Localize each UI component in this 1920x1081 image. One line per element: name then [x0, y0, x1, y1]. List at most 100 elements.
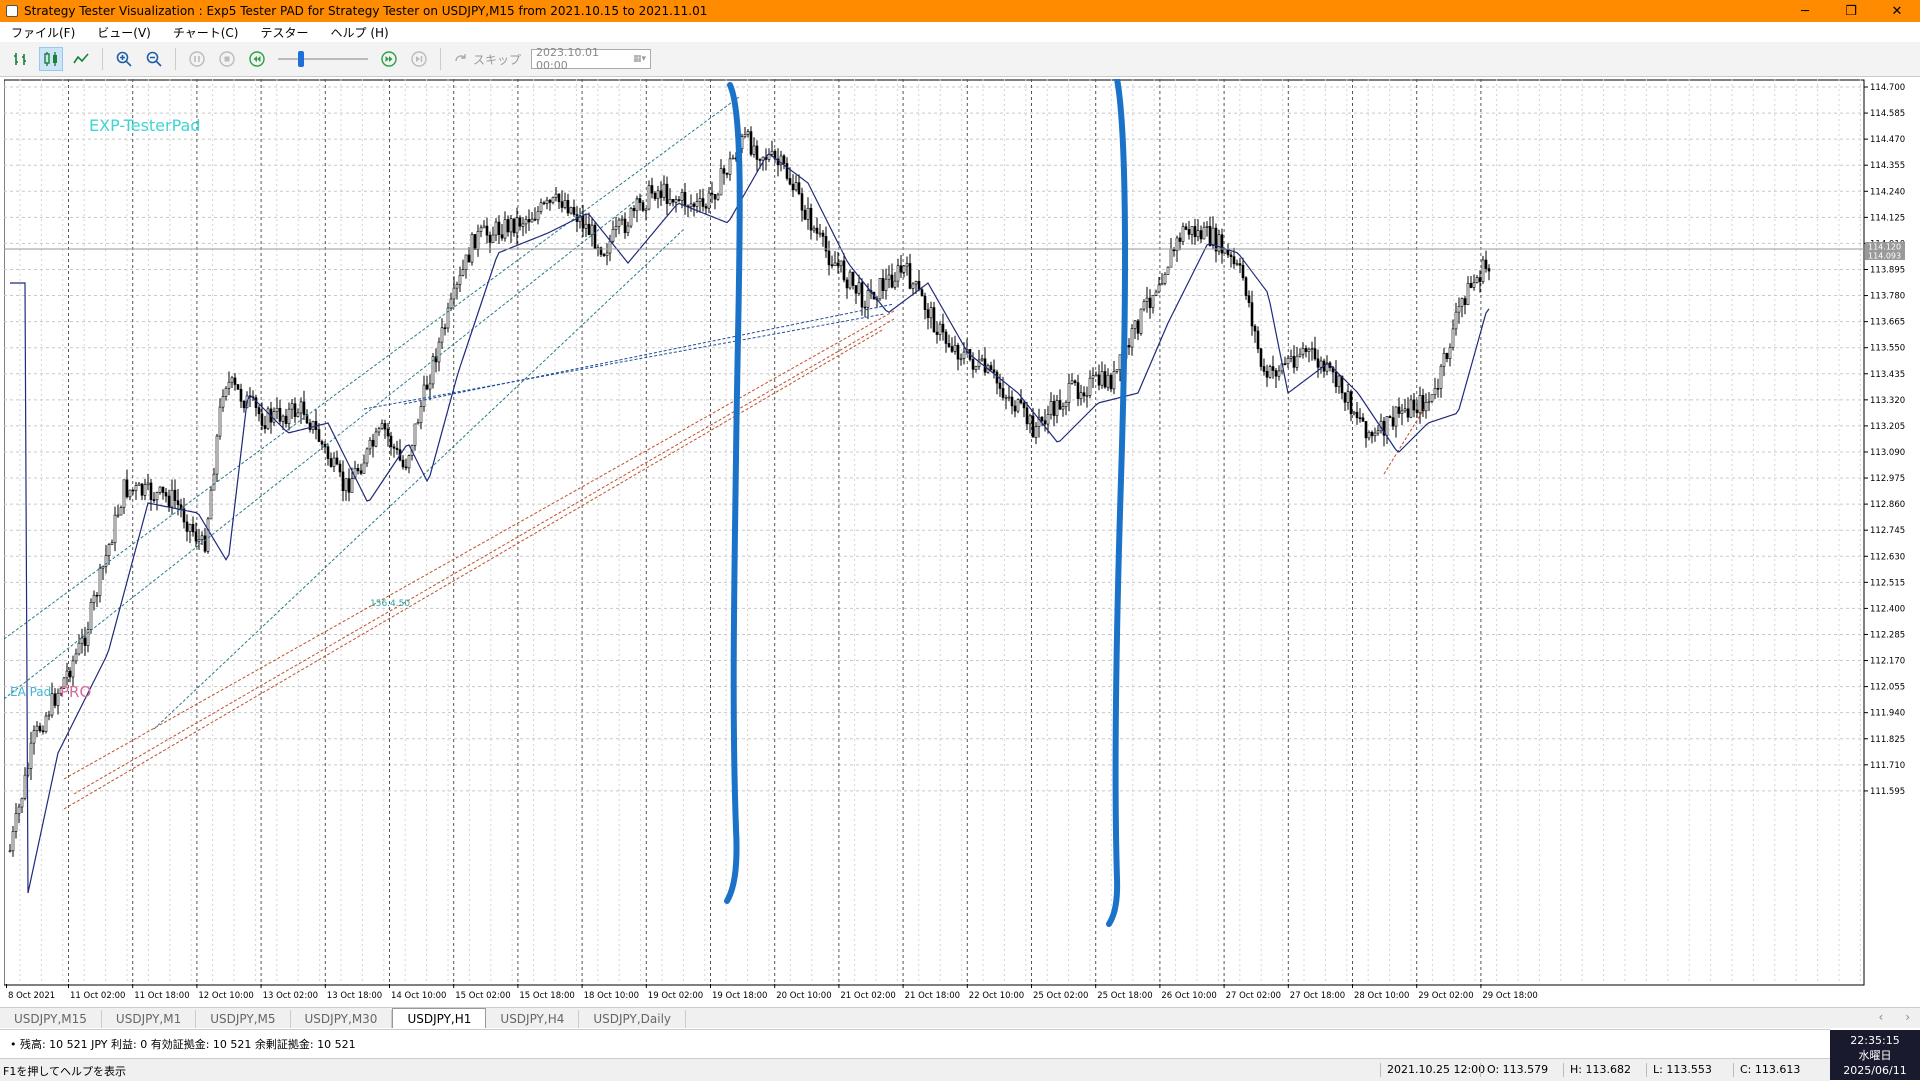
price-tag-low — [1865, 251, 1905, 260]
candle-body — [1475, 277, 1479, 283]
candle-body — [230, 377, 234, 383]
tab-usdjpy-h1[interactable]: USDJPY,H1 — [392, 1008, 487, 1028]
candle-body — [221, 396, 225, 408]
candle-body — [260, 413, 264, 426]
tab-usdjpy-m30[interactable]: USDJPY,M30 — [291, 1010, 393, 1028]
candle-body — [1022, 402, 1026, 409]
menu-view[interactable]: ビュー(V) — [97, 25, 151, 40]
candle-body — [1289, 356, 1293, 359]
tab-scroll-left-icon[interactable]: ‹ — [1878, 1010, 1884, 1024]
candle-body — [584, 223, 588, 229]
candle-body — [494, 221, 498, 236]
candle-body — [1070, 380, 1074, 384]
candle-body — [1400, 410, 1404, 414]
candle-body — [1187, 229, 1191, 235]
fast-forward-icon[interactable] — [377, 47, 401, 71]
candle-body — [704, 206, 708, 209]
candle-body — [1265, 371, 1269, 378]
candle-body — [551, 197, 555, 203]
time-tick-label: 15 Oct 18:00 — [519, 991, 574, 1001]
candle-body — [14, 813, 18, 832]
maximize-button[interactable]: ❐ — [1845, 3, 1857, 19]
candle-body — [1184, 226, 1188, 230]
candle-body — [599, 247, 603, 255]
line-chart-icon[interactable] — [69, 47, 93, 71]
candle-body — [1250, 302, 1254, 327]
price-tick-label: 113.435 — [1870, 370, 1905, 380]
skip-date-value: 2023.10.01 00:00 — [536, 46, 599, 72]
candle-body — [1466, 283, 1470, 305]
candle-body — [572, 207, 576, 215]
candle-body — [923, 295, 927, 310]
time-tick-label: 19 Oct 18:00 — [712, 991, 767, 1001]
candle-body — [224, 387, 228, 397]
candle-body — [1142, 300, 1146, 310]
candle-body — [350, 478, 354, 493]
tester-pad-label: EXP-TesterPad — [89, 116, 201, 135]
pause-icon[interactable] — [185, 47, 209, 71]
candle-body — [605, 252, 609, 256]
candle-body — [812, 227, 816, 231]
close-button[interactable]: ✕ — [1891, 3, 1903, 19]
speed-slider[interactable] — [278, 47, 368, 71]
tab-usdjpy-m15[interactable]: USDJPY,M15 — [0, 1010, 102, 1028]
slider-track — [278, 58, 368, 60]
candle-body — [503, 219, 507, 239]
tab-usdjpy-m5[interactable]: USDJPY,M5 — [196, 1010, 291, 1028]
price-chart[interactable]: 114.700 114.585 114.470 114.355 114.240 114.1… — [3, 76, 1916, 1005]
tab-usdjpy-m1[interactable]: USDJPY,M1 — [102, 1010, 197, 1028]
minimize-button[interactable]: ─ — [1801, 3, 1809, 19]
candle-body — [320, 441, 324, 445]
candle-body — [299, 401, 303, 414]
tab-usdjpy-daily[interactable]: USDJPY,Daily — [579, 1010, 687, 1028]
price-tick-label: 112.170 — [1870, 657, 1905, 667]
candle-body — [1241, 264, 1245, 279]
menu-help[interactable]: ヘルプ (H) — [330, 25, 389, 40]
candle-body — [959, 358, 963, 360]
candle-body — [881, 277, 885, 291]
zoom-out-icon[interactable] — [142, 47, 166, 71]
skip-label: スキップ — [473, 52, 522, 67]
candle-body — [905, 263, 909, 267]
candle-body — [161, 486, 165, 493]
candle-body — [65, 670, 69, 679]
candle-body — [1397, 406, 1401, 414]
stop-icon[interactable] — [215, 47, 239, 71]
candlestick-icon[interactable] — [39, 47, 63, 71]
candle-body — [479, 227, 483, 232]
candle-body — [695, 201, 699, 207]
tab-scroll-right-icon[interactable]: › — [1905, 1010, 1910, 1024]
time-tick-label: 27 Oct 02:00 — [1226, 991, 1281, 1001]
calendar-dropdown-icon[interactable]: ▦▾ — [632, 54, 647, 64]
skip-icon — [455, 54, 466, 62]
skip-date-input[interactable]: 2023.10.01 00:00 ▦▾ — [531, 46, 652, 72]
skip-to-end-icon[interactable] — [407, 47, 431, 71]
slider-thumb[interactable] — [298, 51, 304, 67]
candle-body — [1382, 420, 1386, 436]
candle-body — [491, 234, 495, 243]
candle-body — [1454, 311, 1458, 330]
skip-button[interactable]: スキップ — [453, 51, 521, 68]
candle-body — [1346, 391, 1350, 403]
time-tick-label: 13 Oct 18:00 — [327, 991, 382, 1001]
candle-body — [371, 439, 375, 447]
menu-chart[interactable]: チャート(C) — [172, 25, 239, 40]
candle-body — [1211, 227, 1215, 246]
candle-body — [290, 403, 294, 410]
symbol-tabs: USDJPY,M15 USDJPY,M1 USDJPY,M5 USDJPY,M3… — [0, 1007, 1920, 1028]
candle-body — [1007, 396, 1011, 399]
time-tick-label: 8 Oct 2021 — [8, 991, 55, 1001]
candle-body — [1178, 237, 1182, 242]
trade-line — [3, 193, 645, 700]
candle-body — [545, 199, 549, 204]
bar-chart-icon[interactable] — [9, 47, 33, 71]
menu-file[interactable]: ファイル(F) — [11, 25, 76, 40]
menu-tester[interactable]: テスター — [260, 25, 309, 40]
rewind-icon[interactable] — [245, 47, 269, 71]
tab-usdjpy-h4[interactable]: USDJPY,H4 — [486, 1010, 580, 1028]
candle-body — [1112, 371, 1116, 390]
zoom-in-icon[interactable] — [112, 47, 136, 71]
candle-body — [848, 271, 852, 289]
candle-body — [1430, 394, 1434, 402]
chart-canvas[interactable]: 114.700 114.585 114.470 114.355 114.240 114.1… — [3, 76, 1916, 1005]
